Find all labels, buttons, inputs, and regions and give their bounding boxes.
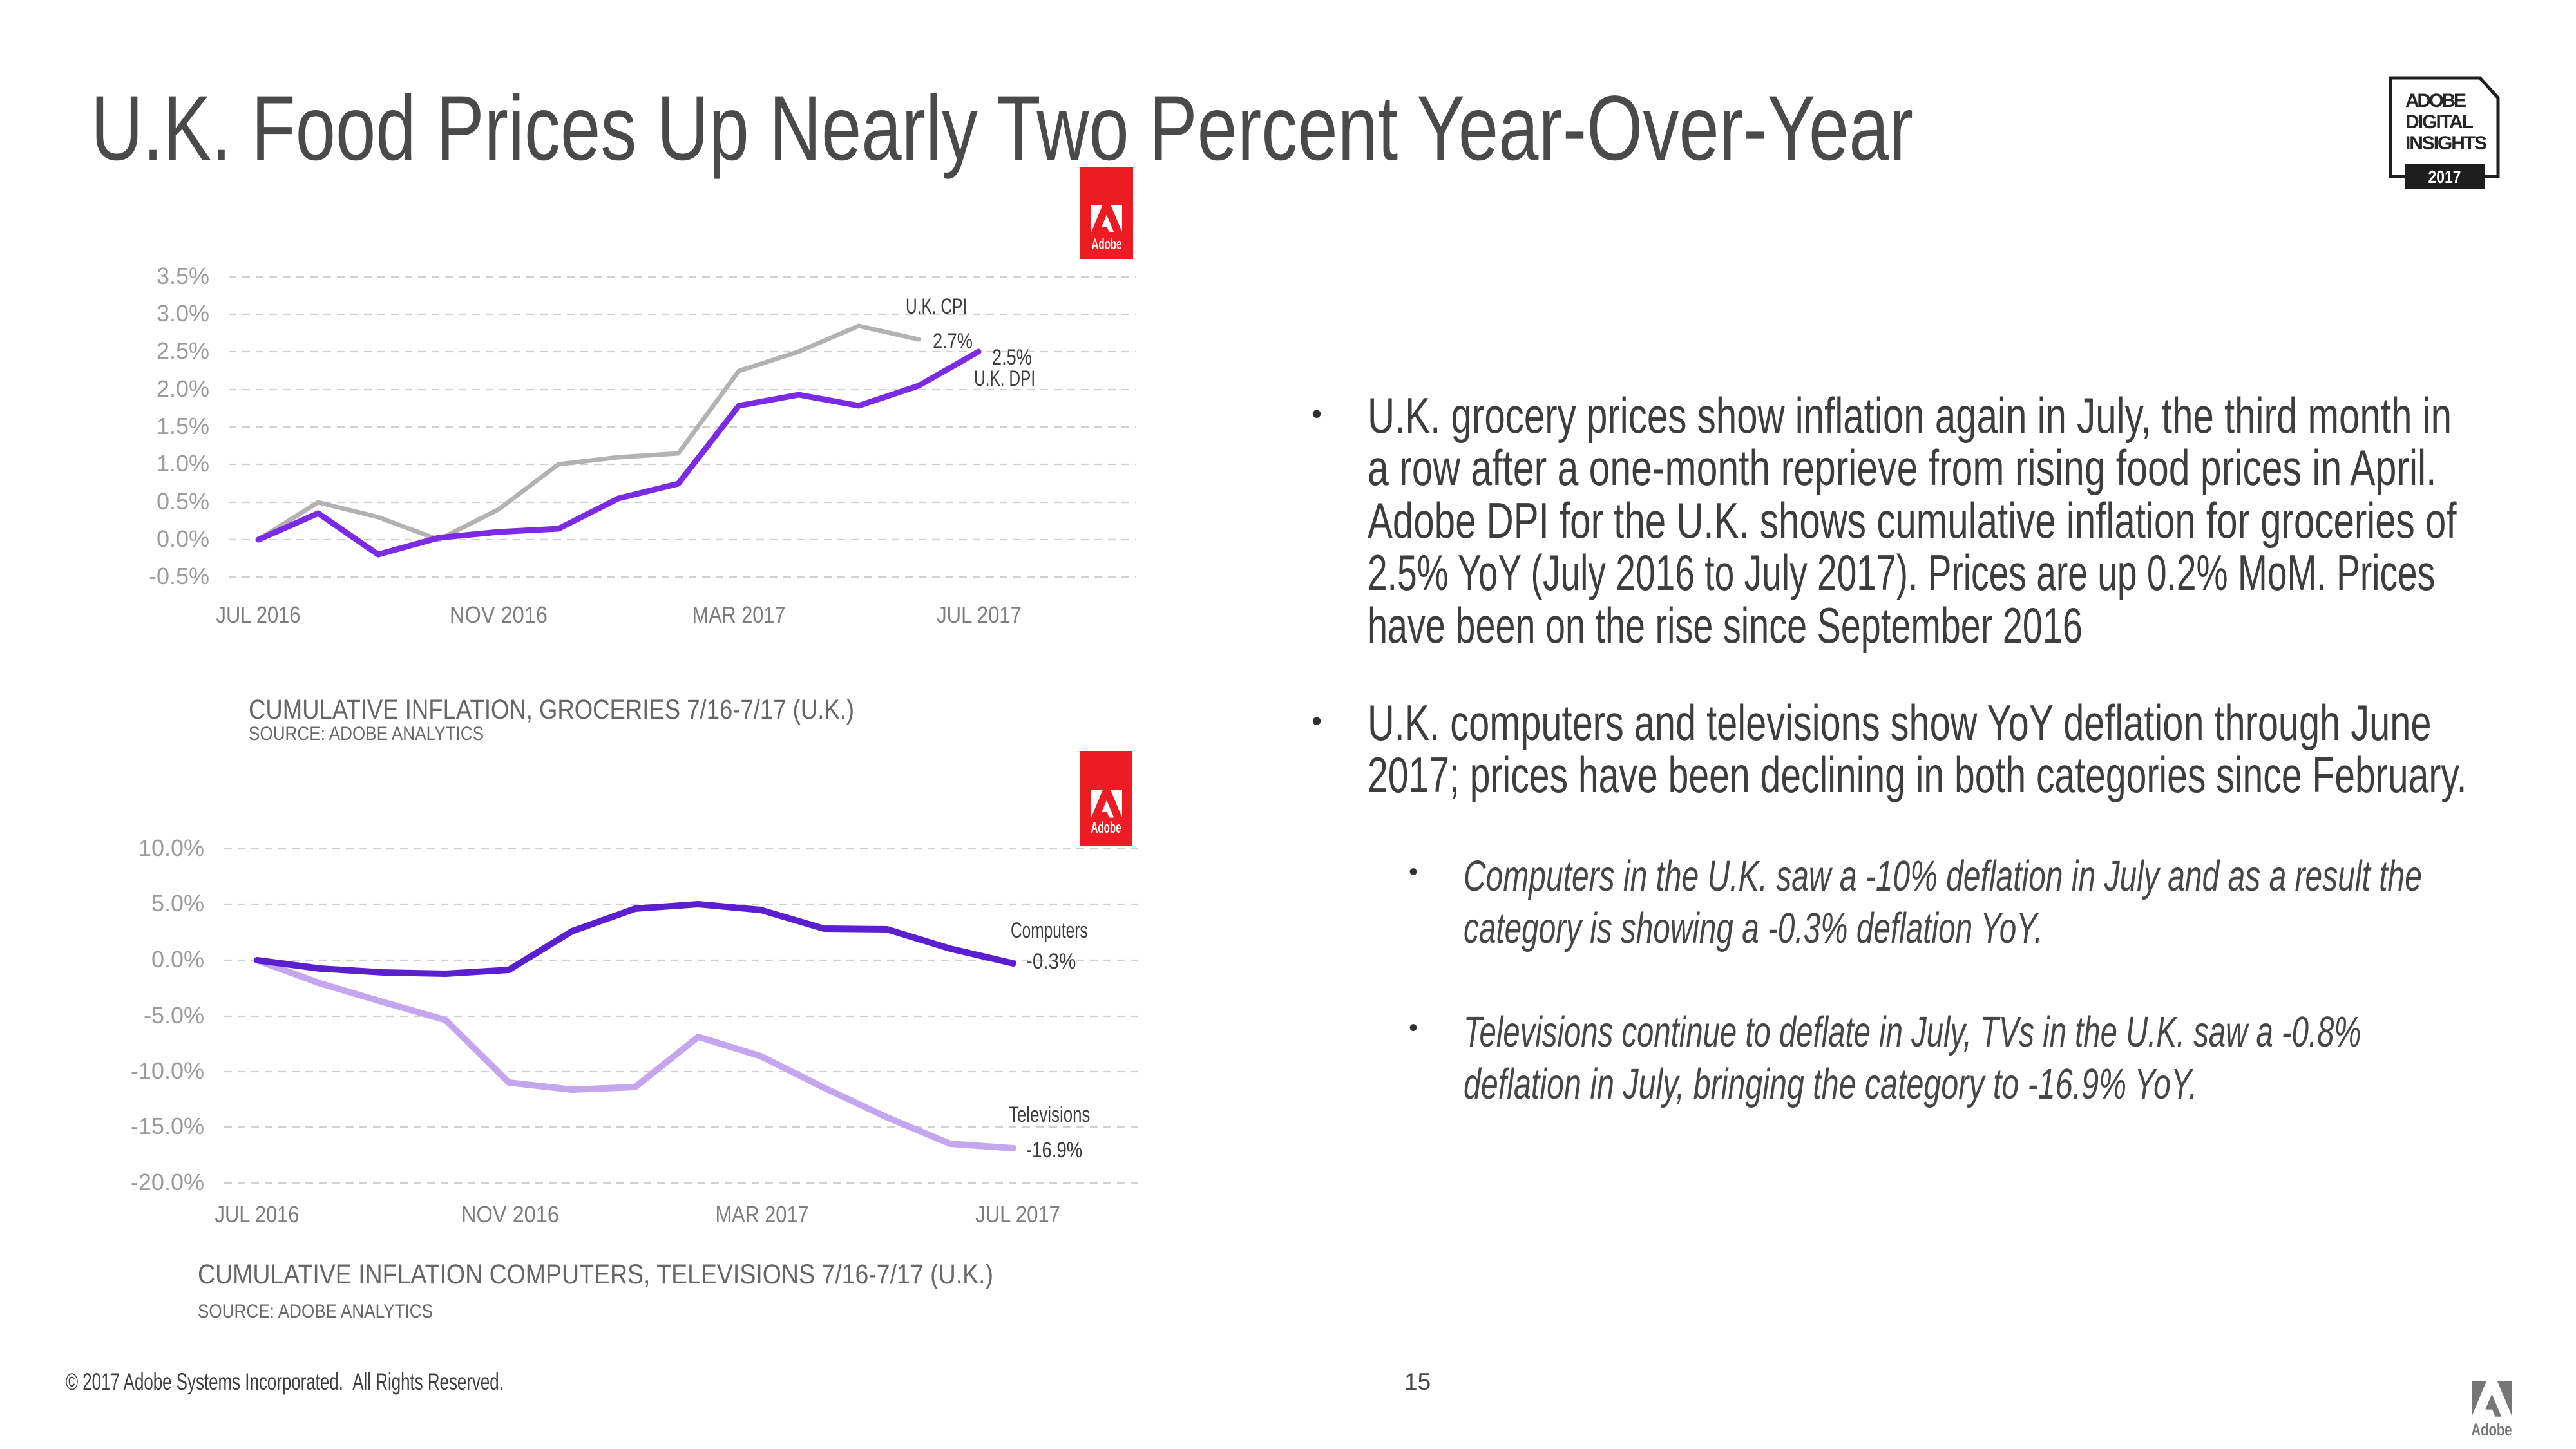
svg-text:Computers: Computers — [1011, 918, 1088, 943]
svg-text:-5.0%: -5.0% — [144, 1002, 204, 1028]
svg-text:CUMULATIVE INFLATION, GROCERIE: CUMULATIVE INFLATION, GROCERIES 7/16-7/1… — [249, 694, 854, 725]
svg-text:-16.9%: -16.9% — [1026, 1137, 1082, 1162]
svg-text:NOV 2016: NOV 2016 — [450, 603, 548, 629]
svg-text:Adobe: Adobe — [1092, 236, 1122, 253]
svg-text:3.0%: 3.0% — [157, 300, 209, 327]
svg-text:INSIGHTS: INSIGHTS — [2405, 133, 2487, 154]
svg-text:NOV 2016: NOV 2016 — [461, 1202, 559, 1228]
svg-text:JUL 2016: JUL 2016 — [215, 1202, 300, 1228]
svg-text:-10.0%: -10.0% — [131, 1057, 204, 1084]
svg-text:-0.5%: -0.5% — [149, 563, 209, 589]
svg-text:JUL 2017: JUL 2017 — [975, 1202, 1060, 1228]
svg-text:CUMULATIVE INFLATION COMPUTERS: CUMULATIVE INFLATION COMPUTERS, TELEVISI… — [198, 1259, 993, 1290]
svg-text:0.5%: 0.5% — [157, 488, 209, 515]
svg-text:SOURCE: ADOBE ANALYTICS: SOURCE: ADOBE ANALYTICS — [249, 723, 484, 744]
svg-text:U.K. CPI: U.K. CPI — [906, 294, 967, 319]
svg-text:2.5%: 2.5% — [992, 345, 1032, 370]
svg-text:1.5%: 1.5% — [157, 413, 209, 439]
svg-text:U.K. DPI: U.K. DPI — [974, 366, 1035, 391]
svg-text:SOURCE: ADOBE ANALYTICS: SOURCE: ADOBE ANALYTICS — [198, 1301, 433, 1322]
svg-text:1.0%: 1.0% — [157, 450, 209, 477]
svg-text:3.5%: 3.5% — [157, 263, 209, 289]
svg-text:MAR 2017: MAR 2017 — [716, 1202, 809, 1228]
svg-text:5.0%: 5.0% — [151, 890, 204, 916]
svg-text:2.0%: 2.0% — [157, 375, 209, 402]
svg-text:-0.3%: -0.3% — [1026, 949, 1076, 973]
svg-text:ADOBE: ADOBE — [2405, 90, 2466, 111]
svg-text:-20.0%: -20.0% — [131, 1169, 204, 1195]
svg-text:10.0%: 10.0% — [138, 835, 204, 861]
svg-text:Adobe: Adobe — [2472, 1420, 2512, 1439]
svg-text:2.7%: 2.7% — [933, 328, 973, 354]
svg-text:Televisions: Televisions — [1009, 1103, 1090, 1127]
svg-text:MAR 2017: MAR 2017 — [692, 603, 786, 629]
svg-text:2.5%: 2.5% — [157, 337, 209, 364]
svg-text:-15.0%: -15.0% — [131, 1113, 204, 1139]
svg-text:JUL 2016: JUL 2016 — [216, 603, 301, 629]
svg-text:DIGITAL: DIGITAL — [2405, 111, 2474, 133]
svg-text:2017: 2017 — [2428, 167, 2461, 187]
svg-text:JUL 2017: JUL 2017 — [937, 603, 1022, 629]
svg-text:0.0%: 0.0% — [151, 946, 204, 972]
svg-text:0.0%: 0.0% — [157, 526, 209, 552]
svg-text:Adobe: Adobe — [1091, 819, 1121, 837]
